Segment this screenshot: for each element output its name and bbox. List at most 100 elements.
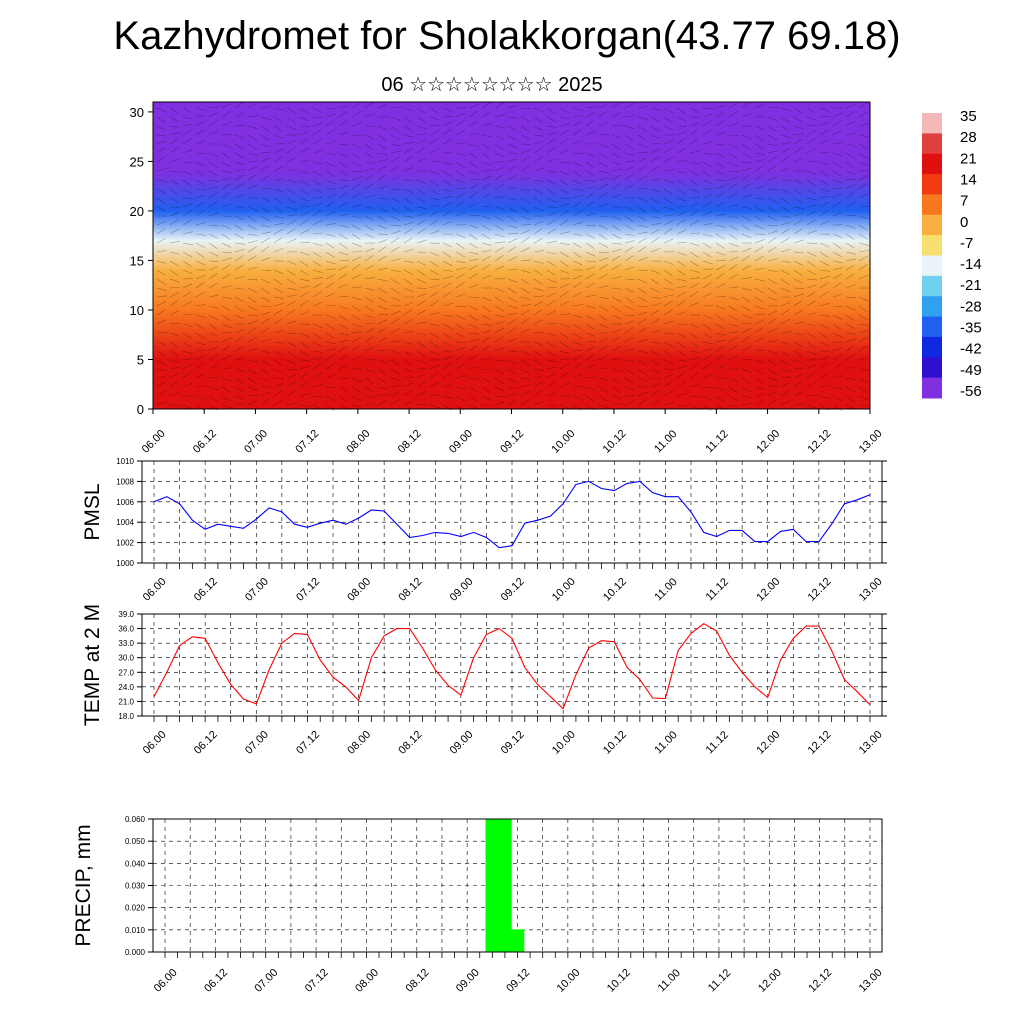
temp-y-tick-label: 27.0 [118, 668, 134, 677]
colorbar-label: -7 [960, 235, 973, 252]
pmsl-x-tick-label: 06.12 [192, 576, 220, 604]
temp-x-tick-label: 10.00 [550, 729, 578, 757]
temp-x-tick-label: 09.12 [499, 729, 527, 757]
pmsl-x-tick-label: 07.00 [243, 576, 271, 604]
temp-y-tick-label: 21.0 [118, 697, 134, 706]
temperature-field [153, 102, 870, 409]
colorbar-label: 28 [960, 129, 977, 146]
temp-x-tick-label: 07.00 [243, 729, 271, 757]
precip-x-tick-label: 08.12 [404, 967, 432, 995]
pmsl-y-tick-label: 1004 [116, 518, 134, 527]
colorbar-swatch [922, 235, 942, 256]
temp-x-tick-label: 10.12 [601, 729, 629, 757]
chart-subtitle: 06 ☆☆☆☆☆☆☆☆ 2025 [381, 74, 603, 96]
pmsl-x-tick-label: 11.12 [704, 576, 731, 603]
precip-y-tick-label: 0.040 [125, 859, 146, 868]
pmsl-x-tick-label: 09.00 [448, 576, 476, 604]
precip-x-tick-label: 11.00 [656, 967, 683, 994]
heatmap-x-tick-label: 11.12 [703, 428, 730, 455]
pmsl-y-tick-label: 1010 [116, 457, 134, 466]
pmsl-x-tick-label: 10.12 [601, 576, 629, 604]
precip-x-tick-label: 09.12 [504, 967, 532, 995]
colorbar-label: -28 [960, 298, 982, 315]
heatmap-y-tick-label: 15 [130, 253, 144, 268]
precip-x-tick-label: 06.12 [202, 967, 230, 995]
temp-series-line [153, 623, 871, 710]
colorbar-swatch [922, 357, 942, 379]
temp-y-tick-label: 18.0 [118, 712, 134, 721]
pmsl-x-tick-label: 08.12 [396, 576, 424, 604]
pmsl-x-tick-label: 12.12 [806, 576, 834, 604]
pmsl-y-tick-label: 1006 [116, 498, 134, 507]
precip-x-tick-label: 09.00 [454, 967, 482, 995]
colorbar-swatch [922, 377, 942, 399]
wind-barbs [156, 102, 870, 411]
temp-x-tick-label: 12.12 [806, 729, 834, 757]
precip-x-tick-label: 13.00 [857, 967, 885, 995]
pmsl-grid [142, 460, 882, 564]
colorbar-swatch [922, 113, 942, 134]
precip-y-tick-label: 0.010 [125, 926, 146, 935]
temp-y-tick-label: 24.0 [118, 683, 134, 692]
colorbar-label: -21 [960, 277, 982, 294]
precip-x-tick-label: 10.00 [555, 967, 583, 995]
precip-x-tick-label: 12.00 [756, 967, 784, 995]
temp-x-tick-label: 13.00 [857, 729, 885, 757]
colorbar-swatch [922, 174, 942, 195]
pmsl-y-tick-label: 1008 [116, 477, 134, 486]
temp-x-tick-label: 12.00 [754, 729, 782, 757]
precip-bar [510, 929, 525, 953]
heatmap-y-tick-label: 10 [130, 303, 144, 318]
pmsl-x-tick-label: 13.00 [857, 576, 885, 604]
colorbar-label: -14 [960, 256, 982, 273]
colorbar-label: 0 [960, 214, 968, 231]
heatmap-x-tick-label: 10.00 [549, 428, 577, 456]
pmsl-x-tick-label: 06.00 [141, 576, 169, 604]
colorbar-label: 21 [960, 150, 977, 167]
temp-x-tick-label: 11.00 [652, 729, 679, 756]
colorbar-label: 7 [960, 193, 968, 210]
temp-y-tick-label: 39.0 [118, 610, 134, 619]
heatmap-x-tick-label: 12.12 [806, 428, 834, 456]
temp-x-tick-label: 09.00 [448, 729, 476, 757]
heatmap-y-tick-label: 30 [130, 105, 144, 120]
temp-y-tick-label: 33.0 [118, 639, 134, 648]
temp-grid [142, 613, 882, 717]
precip-x-tick-label: 06.00 [152, 967, 180, 995]
colorbar-swatch [922, 255, 942, 277]
precip-x-tick-label: 10.12 [605, 967, 633, 995]
colorbar-swatch [922, 133, 942, 155]
heatmap-x-tick-label: 11.00 [652, 428, 679, 455]
precip-bar [498, 818, 512, 953]
chart-title: Kazhydromet for Sholakkorgan(43.77 69.18… [113, 14, 901, 58]
colorbar-swatch [922, 296, 942, 318]
heatmap-x-tick-label: 07.12 [293, 428, 321, 456]
precip-x-tick-label: 12.12 [806, 967, 834, 995]
colorbar-swatch [922, 275, 942, 297]
precip-bar [485, 818, 500, 953]
heatmap-x-tick-label: 13.00 [857, 428, 885, 456]
precip-y-tick-label: 0.060 [125, 815, 146, 824]
heatmap-x-tick-label: 09.00 [447, 428, 475, 456]
precip-x-tick-label: 11.12 [706, 967, 733, 994]
colorbar-label: 14 [960, 171, 977, 188]
colorbar-swatch [922, 194, 942, 216]
temp-x-tick-label: 07.12 [294, 729, 322, 757]
pmsl-x-tick-label: 07.12 [294, 576, 322, 604]
colorbar-swatch [922, 214, 942, 236]
heatmap-x-tick-label: 12.00 [754, 428, 782, 456]
heatmap-x-tick-label: 09.12 [498, 428, 526, 456]
precip-y-tick-label: 0.050 [125, 837, 146, 846]
colorbar-label: 35 [960, 108, 977, 125]
pmsl-x-tick-label: 08.00 [345, 576, 373, 604]
heatmap-x-tick-label: 10.12 [601, 428, 629, 456]
precip-y-axis-title: PRECIP, mm [72, 824, 95, 946]
temp-x-tick-label: 06.12 [192, 729, 220, 757]
heatmap-y-tick-label: 20 [130, 204, 144, 219]
precip-x-tick-label: 07.00 [252, 967, 280, 995]
heatmap-x-tick-label: 06.12 [191, 428, 219, 456]
pmsl-x-tick-label: 11.00 [652, 576, 679, 603]
heatmap-y-tick-label: 25 [130, 154, 144, 169]
colorbar-label: -35 [960, 320, 982, 337]
